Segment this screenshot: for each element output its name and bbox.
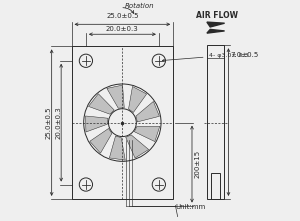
Text: Rotation: Rotation [124,3,154,9]
Text: AIR FLOW: AIR FLOW [196,11,238,20]
Polygon shape [110,136,125,160]
Bar [71,46,173,199]
Polygon shape [90,128,112,153]
Text: 4- φ3.0± 0.3: 4- φ3.0± 0.3 [162,53,248,61]
Polygon shape [126,135,149,158]
Text: 20.0±0.3: 20.0±0.3 [106,26,139,32]
Circle shape [109,109,136,137]
Text: Unit:mm: Unit:mm [176,204,206,210]
Text: 200±15: 200±15 [195,150,201,178]
Bar [211,173,220,199]
Polygon shape [128,86,147,112]
Text: 7.0±0.5: 7.0±0.5 [231,52,259,58]
Polygon shape [136,101,159,122]
Text: 25.0±0.5: 25.0±0.5 [46,106,52,139]
Polygon shape [85,116,108,132]
Text: 25.0±0.5: 25.0±0.5 [106,13,139,19]
Polygon shape [107,85,124,108]
Polygon shape [134,126,160,142]
Polygon shape [207,29,225,33]
Text: 20.0±0.3: 20.0±0.3 [56,106,62,139]
Bar [208,45,224,199]
Polygon shape [88,94,114,114]
Polygon shape [207,22,225,27]
